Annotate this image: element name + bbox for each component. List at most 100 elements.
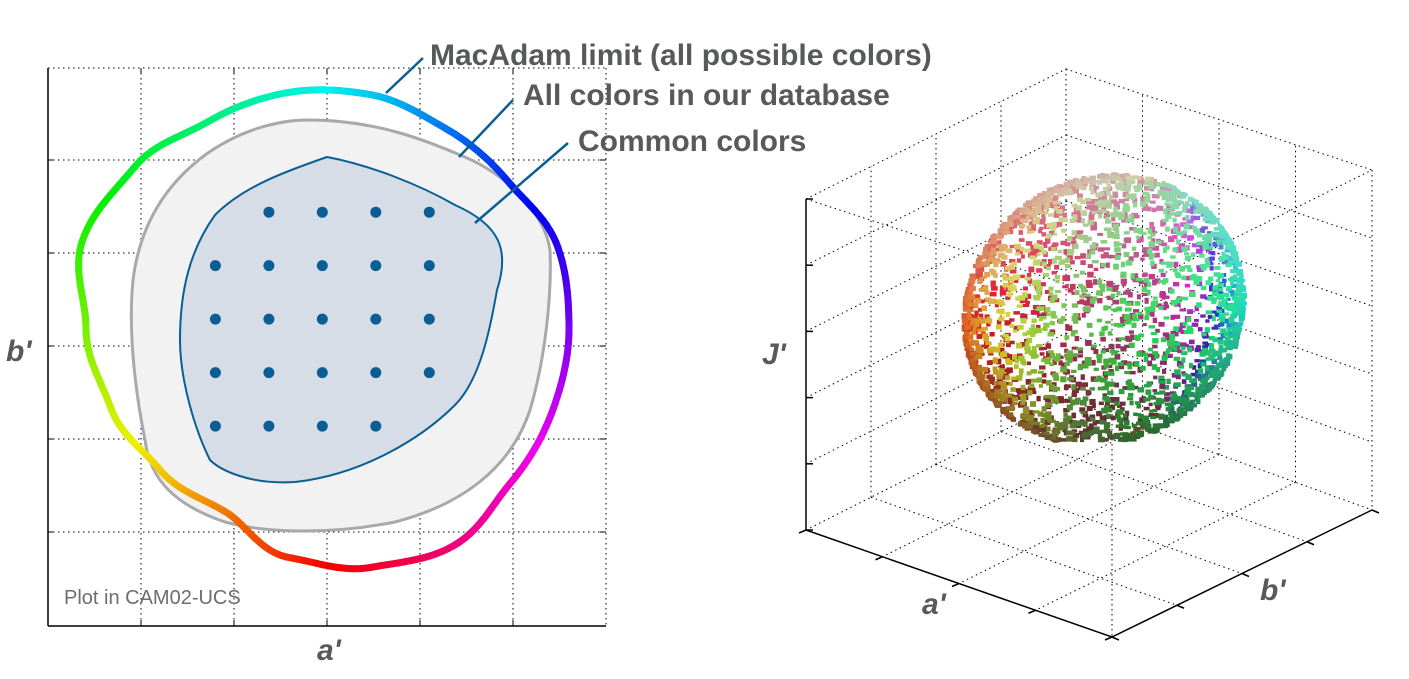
common-color-point: [209, 260, 221, 272]
color-sample-point: [1049, 230, 1055, 236]
color-sample-point: [1118, 198, 1126, 204]
color-sample-point: [1170, 301, 1178, 306]
color-sample-point: [963, 318, 969, 323]
color-sample-point: [1236, 285, 1242, 291]
box-grid-line: [805, 266, 1067, 399]
color-sample-point: [1199, 253, 1205, 258]
color-sample-point: [1154, 353, 1159, 359]
color-sample-point: [1001, 272, 1008, 278]
color-sample-point: [1082, 431, 1090, 438]
color-sample-point: [1185, 201, 1190, 205]
color-sample-point: [1199, 379, 1207, 383]
color-sample-point: [1107, 305, 1112, 310]
color-sample-point: [988, 376, 995, 381]
color-sample-point: [1047, 350, 1054, 354]
color-sample-point: [1164, 245, 1170, 250]
color-sample-point: [1159, 259, 1164, 265]
color-sample-point: [1175, 374, 1181, 380]
color-sample-point: [1143, 406, 1150, 411]
color-sample-point: [1180, 222, 1187, 227]
color-sample-point: [1193, 215, 1201, 221]
color-sample-point: [993, 385, 1001, 391]
color-sample-point: [1121, 281, 1127, 287]
color-sample-point: [1060, 376, 1067, 383]
color-sample-point: [1001, 390, 1007, 396]
color-sample-point: [1159, 191, 1167, 197]
color-sample-point: [1066, 357, 1073, 364]
color-sample-point: [1147, 360, 1152, 367]
color-sample-point: [1064, 335, 1070, 340]
color-sample-point: [1225, 243, 1230, 250]
macadam-limit-boundary: [75, 86, 573, 573]
color-sample-point: [1201, 333, 1207, 337]
color-sample-point: [972, 326, 977, 331]
color-sample-point: [965, 296, 971, 302]
color-sample-point: [969, 277, 977, 281]
color-sample-point: [1162, 332, 1170, 337]
color-sample-point: [1049, 352, 1056, 359]
color-sample-point: [1148, 325, 1156, 329]
color-sample-point: [1105, 190, 1111, 196]
y-axis-label-left: b': [6, 335, 32, 368]
color-sample-point: [1071, 384, 1076, 391]
color-sample-point: [1026, 224, 1032, 230]
color-sample-point: [1165, 213, 1172, 220]
color-sample-point: [1067, 288, 1074, 293]
color-sample-point: [1020, 313, 1028, 320]
color-sample-point: [1157, 423, 1164, 429]
color-sample-point: [1051, 434, 1056, 440]
color-sample-point: [1121, 261, 1126, 268]
color-sample-point: [1085, 201, 1093, 205]
color-sample-point: [1166, 378, 1171, 384]
color-sample-point: [1028, 419, 1035, 424]
color-sample-point: [1158, 375, 1165, 379]
color-sample-point: [1184, 255, 1191, 261]
color-sample-point: [1011, 261, 1017, 266]
color-sample-point: [1093, 349, 1099, 355]
color-sample-point: [1036, 306, 1042, 311]
color-sample-point: [1054, 264, 1060, 270]
color-sample-point: [1006, 368, 1012, 374]
color-sample-point: [970, 330, 977, 335]
color-sample-point: [1213, 227, 1220, 231]
color-sample-point: [1020, 210, 1027, 215]
color-sample-point: [1176, 360, 1184, 367]
color-sample-point: [1025, 379, 1032, 385]
color-sample-point: [1100, 209, 1108, 213]
color-sample-point: [1161, 195, 1168, 201]
color-sample-point: [986, 360, 993, 366]
color-sample-point: [1178, 243, 1186, 249]
color-sample-point: [1057, 426, 1064, 431]
color-sample-point: [1212, 374, 1220, 379]
color-sample-point: [1221, 260, 1229, 265]
color-sample-point: [1128, 370, 1136, 375]
color-sample-point: [1009, 244, 1016, 249]
color-sample-point: [1118, 425, 1123, 431]
color-sample-point: [1079, 382, 1086, 388]
color-sample-point: [1007, 399, 1014, 405]
color-sample-point: [1230, 269, 1235, 274]
color-sample-point: [1128, 214, 1134, 218]
color-sample-point: [1187, 309, 1194, 314]
color-sample-point: [987, 239, 993, 244]
color-sample-point: [985, 259, 990, 264]
color-sample-point: [1218, 314, 1226, 319]
color-sample-point: [1205, 310, 1213, 315]
color-sample-point: [1125, 186, 1131, 192]
color-sample-point: [997, 252, 1005, 259]
color-sample-point: [1096, 290, 1103, 296]
color-sample-point: [1105, 402, 1110, 406]
color-sample-point: [1106, 280, 1114, 287]
color-sample-point: [1185, 208, 1191, 214]
color-sample-point: [1121, 318, 1129, 324]
color-sample-point: [1027, 390, 1033, 396]
color-sample-point: [1112, 308, 1118, 313]
color-sample-point: [1119, 401, 1126, 406]
color-sample-point: [1211, 292, 1217, 296]
color-sample-point: [1031, 318, 1037, 323]
color-sample-point: [1156, 205, 1164, 211]
color-sample-point: [1137, 236, 1144, 243]
color-sample-point: [1036, 344, 1042, 348]
color-sample-point: [980, 318, 985, 324]
color-sample-point: [1042, 406, 1047, 411]
